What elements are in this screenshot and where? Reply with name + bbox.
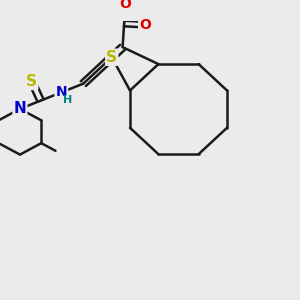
Text: S: S [106,50,117,65]
Text: N: N [56,85,67,99]
Text: H: H [63,95,73,105]
Text: O: O [139,18,151,32]
Text: O: O [119,0,131,11]
Text: N: N [14,101,26,116]
Text: S: S [26,74,37,89]
